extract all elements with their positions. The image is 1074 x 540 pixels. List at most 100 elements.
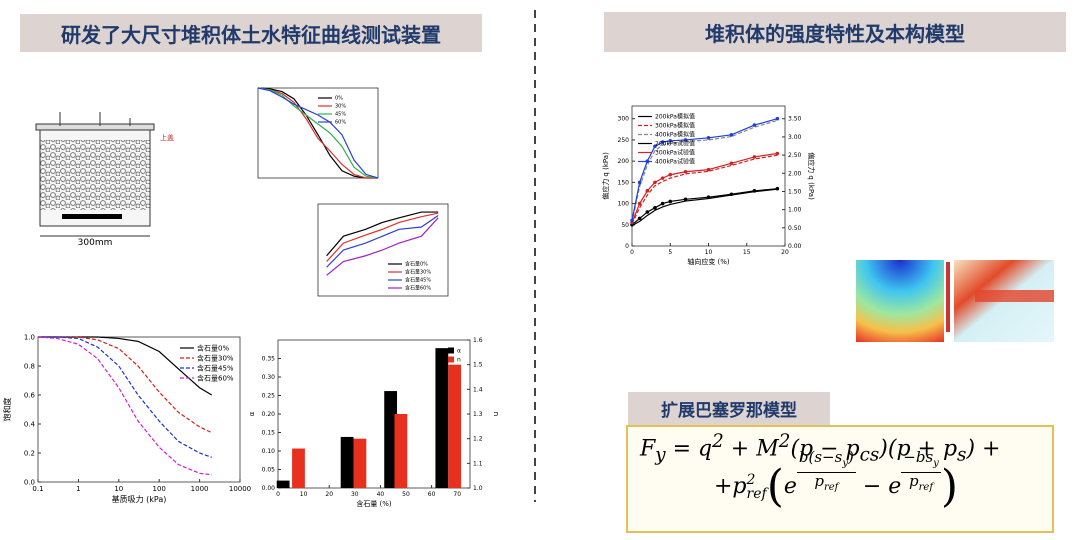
formula-part: = q xyxy=(665,436,713,462)
data-point xyxy=(668,172,673,177)
y-tick-label: 150 xyxy=(618,179,630,186)
data-point xyxy=(668,138,673,143)
device-label: 上盖 xyxy=(160,133,174,142)
formula-part: 2 xyxy=(778,431,791,452)
left-title: 研发了大尺寸堆积体土水特征曲线测试装置 xyxy=(20,14,482,52)
numerator: b(s−sy) xyxy=(796,448,856,473)
y-tick-label: 0.4 xyxy=(24,420,36,428)
y2-tick-label: 1.50 xyxy=(788,188,802,195)
x-tick-label: 0.1 xyxy=(32,485,43,493)
data-point xyxy=(683,197,688,202)
legend-label: 含石量45% xyxy=(197,363,234,372)
x-tick-label: 15 xyxy=(743,249,751,256)
formula-line: Fy = q2 + M2(p − pcs)(p + ps) + xyxy=(640,431,1000,466)
x-tick-label: 10 xyxy=(300,491,308,498)
legend-label: 含石量60% xyxy=(197,373,234,382)
legend-label: 含石量0% xyxy=(405,261,428,268)
series-line xyxy=(257,87,379,179)
bar xyxy=(448,364,462,488)
y2-tick-label: 1.1 xyxy=(473,460,483,467)
legend-label: 45% xyxy=(335,112,346,118)
y-tick-label: 1.0 xyxy=(24,333,35,341)
plot-frame xyxy=(257,87,379,179)
series-line xyxy=(257,87,378,179)
x-tick-label: 20 xyxy=(781,249,789,256)
y2-axis-label: 偏应力 q (kPa) xyxy=(807,152,816,200)
x-tick-label: 10 xyxy=(705,249,713,256)
formula-line: +p 2 ref ( e b(s−sy) pref − e −bsy pref ) xyxy=(714,449,958,510)
data-point xyxy=(660,140,665,144)
data-point xyxy=(729,161,734,166)
y2-tick-label: 2.50 xyxy=(788,152,802,159)
series-line xyxy=(631,188,778,227)
legend-label: 60% xyxy=(335,120,346,126)
legend-label: 含石量30% xyxy=(197,353,234,362)
series-line xyxy=(326,211,439,257)
data-point xyxy=(729,192,734,197)
y2-tick-label: 1.2 xyxy=(473,436,483,443)
shear-band xyxy=(975,290,1054,302)
bar xyxy=(276,480,290,488)
data-point xyxy=(637,216,642,221)
formula-part: 2 xyxy=(712,431,724,452)
series-line xyxy=(38,336,213,396)
series-line xyxy=(38,336,212,458)
x-tick-label: 5 xyxy=(668,249,672,256)
y-tick-label: 0.25 xyxy=(262,393,276,400)
x-tick-label: 100 xyxy=(153,485,166,493)
x-tick-label: 0 xyxy=(630,249,634,256)
legend-label: 400kPa试验值 xyxy=(655,158,695,166)
y-axis-label: 偏应力 q (kPa) xyxy=(601,152,610,200)
legend-label: 含石量30% xyxy=(405,269,431,276)
y2-tick-label: 0.50 xyxy=(788,225,802,232)
y-tick-label: 250 xyxy=(618,137,630,144)
formula-part: y xyxy=(655,444,666,466)
legend-label: n xyxy=(457,357,461,364)
legend-label: 200kPa试验值 xyxy=(655,140,695,148)
bar xyxy=(435,348,449,488)
contour-images xyxy=(856,260,1054,342)
data-point xyxy=(653,144,657,149)
legend-label: 0% xyxy=(335,96,343,102)
x-tick-label: 30 xyxy=(351,491,359,498)
plot-frame xyxy=(317,203,449,297)
data-point xyxy=(752,123,757,127)
data-point xyxy=(683,138,688,142)
legend-label: 200kPa模拟值 xyxy=(655,113,695,121)
device-label: 300mm xyxy=(78,238,113,248)
legend-swatch xyxy=(448,356,454,363)
series-line xyxy=(38,336,213,434)
y-axis-label: 饱和度 xyxy=(2,398,12,422)
y-tick-label: 100 xyxy=(618,201,630,208)
formula-part: ) + xyxy=(966,436,1001,462)
bar xyxy=(353,438,367,488)
x-tick-label: 0 xyxy=(276,491,280,498)
series-line xyxy=(326,215,439,268)
formula-part: ref xyxy=(918,482,934,493)
data-point xyxy=(653,206,657,210)
y-tick-label: 0.2 xyxy=(24,449,35,457)
series-line xyxy=(37,336,212,476)
formula-script: 2 ref xyxy=(747,473,767,501)
x-axis-label: 基质吸力 (kPa) xyxy=(112,494,167,504)
y-tick-label: 0.6 xyxy=(24,391,36,399)
y2-tick-label: 1.00 xyxy=(788,207,802,214)
x-tick-label: 20 xyxy=(325,491,333,498)
x-tick-label: 40 xyxy=(377,491,385,498)
formula-part: − e xyxy=(855,474,902,499)
y2-tick-label: 1.5 xyxy=(473,362,483,369)
data-point xyxy=(630,218,634,223)
y2-tick-label: 1.4 xyxy=(473,386,483,393)
data-point xyxy=(653,180,657,185)
formula-part: y xyxy=(842,458,848,469)
x-tick-label: 10000 xyxy=(229,485,251,493)
legend-label: 30% xyxy=(335,104,346,110)
x-axis-label: 轴向应变 (%) xyxy=(687,257,730,266)
data-point xyxy=(683,169,688,174)
numerator: −bsy xyxy=(901,449,941,473)
contour-plot xyxy=(856,260,944,342)
formula-part: e xyxy=(783,474,797,499)
right-title: 堆积体的强度特性及本构模型 xyxy=(604,12,1066,52)
formula-part: b(s−s xyxy=(798,448,843,466)
y-tick-label: 200 xyxy=(618,158,630,165)
